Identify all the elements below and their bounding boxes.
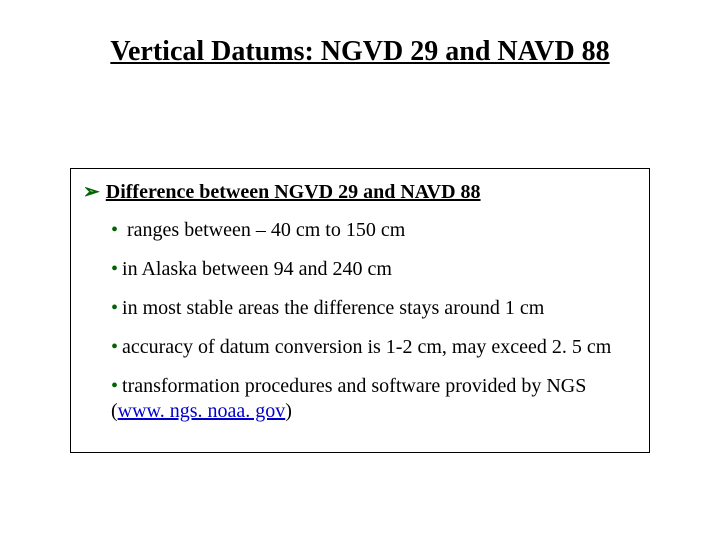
bullet-icon: •	[111, 375, 118, 397]
content-box: ➢Difference between NGVD 29 and NAVD 88 …	[70, 168, 650, 453]
slide-title: Vertical Datums: NGVD 29 and NAVD 88	[50, 36, 670, 68]
section-heading-text: Difference between NGVD 29 and NAVD 88	[106, 181, 481, 203]
paren-close: )	[285, 400, 292, 422]
list-item-text: transformation procedures and software p…	[122, 375, 586, 397]
list-item: •in Alaska between 94 and 240 cm	[111, 257, 637, 282]
arrow-icon: ➢	[83, 179, 100, 204]
bullet-icon: •	[111, 297, 118, 319]
list-item-text: ranges between – 40 cm to 150 cm	[122, 219, 405, 241]
list-item: •transformation procedures and software …	[111, 374, 637, 424]
slide: Vertical Datums: NGVD 29 and NAVD 88 ➢ Di…	[0, 0, 720, 540]
bullet-icon: •	[111, 219, 118, 241]
section-heading: ➢ Difference between NGVD 29 and NAVD 88	[83, 179, 637, 204]
list-item-text: in most stable areas the difference stay…	[122, 297, 544, 319]
bullet-icon: •	[111, 258, 118, 280]
list-item: •in most stable areas the difference sta…	[111, 296, 637, 321]
bullet-icon: •	[111, 336, 118, 358]
list-item-text: accuracy of datum conversion is 1-2 cm, …	[122, 336, 611, 358]
list-item: • ranges between – 40 cm to 150 cm	[111, 218, 637, 243]
list-item-text: in Alaska between 94 and 240 cm	[122, 258, 392, 280]
ngs-link[interactable]: www. ngs. noaa. gov	[118, 400, 286, 422]
list-item: •accuracy of datum conversion is 1-2 cm,…	[111, 335, 637, 360]
paren-open: (	[111, 400, 118, 422]
